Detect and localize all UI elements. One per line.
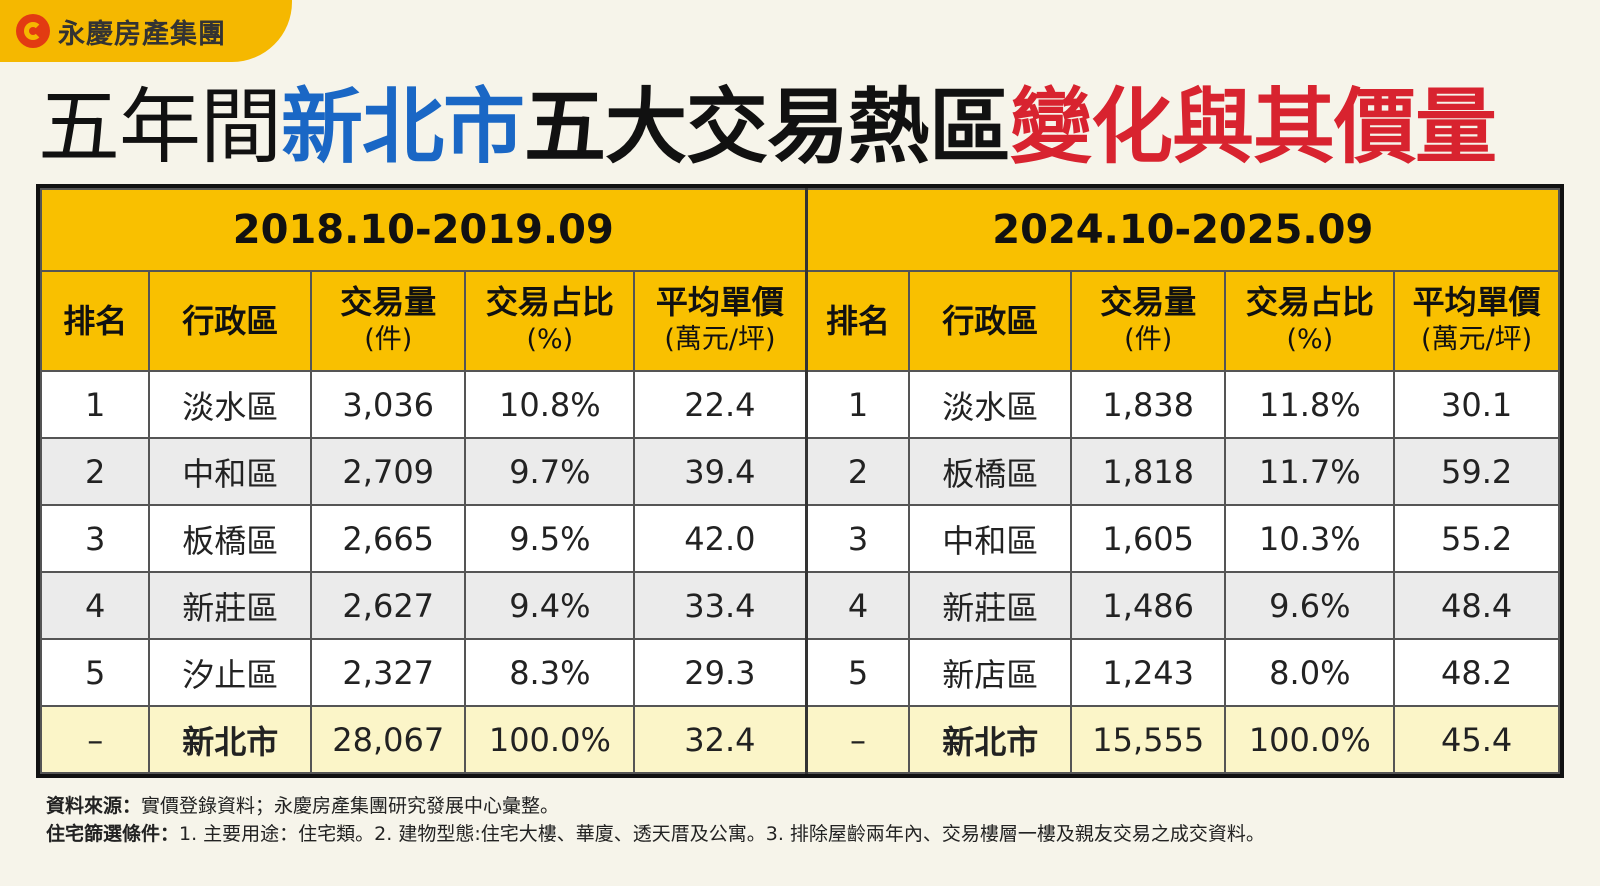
rank-cell: 5 xyxy=(39,638,151,707)
share-cell: 100.0% xyxy=(464,705,636,774)
rank-cell: 2 xyxy=(804,437,911,506)
district-cell: 新莊區 xyxy=(908,571,1072,640)
price-cell: 48.4 xyxy=(1393,571,1560,640)
period-right-header: 2024.10-2025.09 xyxy=(804,188,1560,272)
criteria-text: 1. 主要用途：住宅類。2. 建物型態:住宅大樓、華廈、透天厝及公寓。3. 排除… xyxy=(179,823,1265,845)
volume-cell: 2,327 xyxy=(310,638,467,707)
footnotes: 資料來源：實價登錄資料；永慶房產集團研究發展中心彙整。 住宅篩選條件：1. 主要… xyxy=(46,792,1566,848)
rank-cell: – xyxy=(39,705,151,774)
volume-cell: 1,486 xyxy=(1069,571,1227,640)
price-cell: 32.4 xyxy=(633,705,808,774)
share-cell: 10.3% xyxy=(1224,504,1396,573)
rank-cell: 2 xyxy=(39,437,151,506)
brand-name: 永慶房產集團 xyxy=(58,18,226,50)
col-header-volume: 交易量 (件) xyxy=(310,270,467,372)
price-cell: 48.2 xyxy=(1393,638,1560,707)
criteria-note: 住宅篩選條件：1. 主要用途：住宅類。2. 建物型態:住宅大樓、華廈、透天厝及公… xyxy=(46,820,1566,848)
district-cell: 新店區 xyxy=(908,638,1072,707)
share-cell: 8.3% xyxy=(464,638,636,707)
col-header-share: 交易占比 (%) xyxy=(464,270,636,372)
price-cell: 42.0 xyxy=(633,504,808,573)
district-cell: 板橋區 xyxy=(148,504,313,573)
volume-cell: 1,243 xyxy=(1069,638,1227,707)
price-cell: 22.4 xyxy=(633,370,808,439)
share-cell: 100.0% xyxy=(1224,705,1396,774)
rank-cell: 4 xyxy=(804,571,911,640)
col-header-district: 行政區 xyxy=(148,270,313,372)
table-row: 2 中和區 2,709 9.7% 39.4 2 板橋區 1,818 11.7% … xyxy=(39,437,1560,506)
district-cell: 新北市 xyxy=(148,705,313,774)
col-header-rank: 排名 xyxy=(804,270,911,372)
title-part-2: 新北市 xyxy=(281,80,525,175)
brand-logo-icon xyxy=(16,14,50,48)
share-cell: 10.8% xyxy=(464,370,636,439)
price-cell: 30.1 xyxy=(1393,370,1560,439)
volume-cell: 1,838 xyxy=(1069,370,1227,439)
title-part-4: 變化與其價量 xyxy=(1010,80,1497,175)
volume-cell: 1,605 xyxy=(1069,504,1227,573)
page-title: 五年間新北市五大交易熱區變化與其價量 xyxy=(38,78,1568,178)
ranking-table: 2018.10-2019.09 2024.10-2025.09 排名 行政區 交… xyxy=(36,184,1564,778)
price-cell: 45.4 xyxy=(1393,705,1560,774)
rank-cell: 5 xyxy=(804,638,911,707)
total-row: – 新北市 28,067 100.0% 32.4 – 新北市 15,555 10… xyxy=(39,705,1560,774)
source-text: 實價登錄資料；永慶房產集團研究發展中心彙整。 xyxy=(141,795,560,817)
volume-cell: 2,627 xyxy=(310,571,467,640)
volume-cell: 1,818 xyxy=(1069,437,1227,506)
district-cell: 淡水區 xyxy=(148,370,313,439)
district-cell: 板橋區 xyxy=(908,437,1072,506)
district-cell: 汐止區 xyxy=(148,638,313,707)
col-header-price: 平均單價 (萬元/坪) xyxy=(1393,270,1560,372)
price-cell: 55.2 xyxy=(1393,504,1560,573)
rank-cell: 3 xyxy=(39,504,151,573)
criteria-label: 住宅篩選條件： xyxy=(46,823,180,845)
share-cell: 9.6% xyxy=(1224,571,1396,640)
volume-cell: 3,036 xyxy=(310,370,467,439)
title-part-1: 五年間 xyxy=(38,80,282,175)
volume-cell: 2,665 xyxy=(310,504,467,573)
share-cell: 9.4% xyxy=(464,571,636,640)
volume-cell: 2,709 xyxy=(310,437,467,506)
district-cell: 中和區 xyxy=(148,437,313,506)
rank-cell: 4 xyxy=(39,571,151,640)
share-cell: 8.0% xyxy=(1224,638,1396,707)
col-header-volume: 交易量 (件) xyxy=(1069,270,1227,372)
rank-cell: 1 xyxy=(804,370,911,439)
price-cell: 59.2 xyxy=(1393,437,1560,506)
district-cell: 淡水區 xyxy=(908,370,1072,439)
col-header-share: 交易占比 (%) xyxy=(1224,270,1396,372)
source-note: 資料來源：實價登錄資料；永慶房產集團研究發展中心彙整。 xyxy=(46,792,1566,820)
district-cell: 新莊區 xyxy=(148,571,313,640)
price-cell: 29.3 xyxy=(633,638,808,707)
share-cell: 11.8% xyxy=(1224,370,1396,439)
source-label: 資料來源： xyxy=(46,795,142,817)
volume-cell: 28,067 xyxy=(310,705,467,774)
table-row: 1 淡水區 3,036 10.8% 22.4 1 淡水區 1,838 11.8%… xyxy=(39,370,1560,439)
logo-banner: 永慶房產集團 xyxy=(0,0,292,62)
title-part-3: 五大交易熱區 xyxy=(524,80,1011,175)
table-row: 3 板橋區 2,665 9.5% 42.0 3 中和區 1,605 10.3% … xyxy=(39,504,1560,573)
col-header-rank: 排名 xyxy=(39,270,151,372)
period-left-header: 2018.10-2019.09 xyxy=(39,188,808,272)
share-cell: 9.5% xyxy=(464,504,636,573)
district-cell: 新北市 xyxy=(908,705,1072,774)
col-header-district: 行政區 xyxy=(908,270,1072,372)
share-cell: 9.7% xyxy=(464,437,636,506)
table-row: 5 汐止區 2,327 8.3% 29.3 5 新店區 1,243 8.0% 4… xyxy=(39,638,1560,707)
share-cell: 11.7% xyxy=(1224,437,1396,506)
rank-cell: – xyxy=(804,705,911,774)
table-row: 4 新莊區 2,627 9.4% 33.4 4 新莊區 1,486 9.6% 4… xyxy=(39,571,1560,640)
rank-cell: 3 xyxy=(804,504,911,573)
col-header-price: 平均單價 (萬元/坪) xyxy=(633,270,808,372)
price-cell: 39.4 xyxy=(633,437,808,506)
rank-cell: 1 xyxy=(39,370,151,439)
district-cell: 中和區 xyxy=(908,504,1072,573)
price-cell: 33.4 xyxy=(633,571,808,640)
volume-cell: 15,555 xyxy=(1069,705,1227,774)
